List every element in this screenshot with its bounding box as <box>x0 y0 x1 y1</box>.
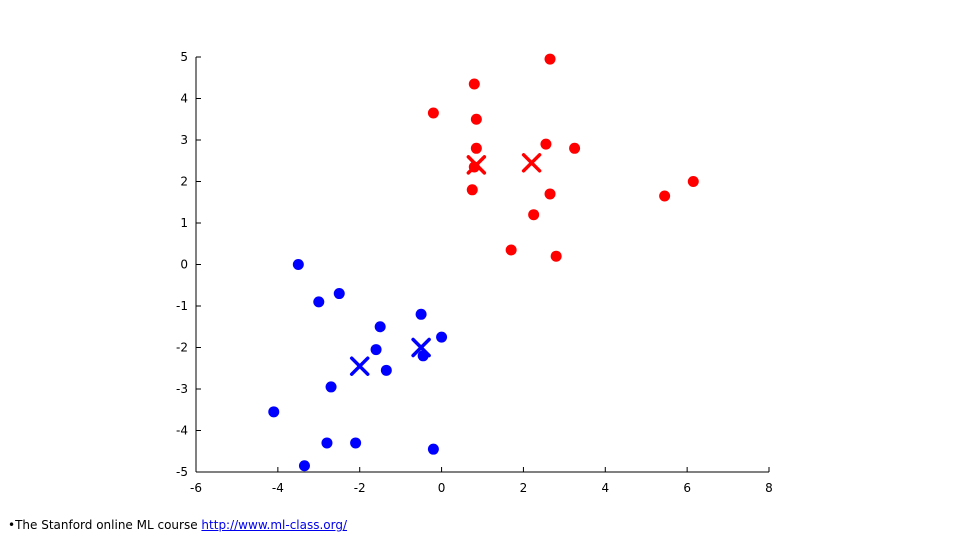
data-point <box>659 190 671 202</box>
x-tick-label: -2 <box>354 481 366 495</box>
data-point <box>268 406 280 418</box>
x-tick-label: -6 <box>190 481 202 495</box>
y-tick-label: 4 <box>180 92 188 106</box>
series-2 <box>466 153 542 175</box>
centroid-marker <box>466 155 487 175</box>
series-3 <box>349 337 431 376</box>
y-tick-label: -5 <box>176 465 188 479</box>
data-point <box>470 113 482 125</box>
data-point <box>505 244 517 256</box>
data-point <box>544 53 556 65</box>
data-point <box>292 259 304 270</box>
series-1 <box>268 259 448 472</box>
course-link[interactable]: http://www.ml-class.org/ <box>201 518 348 532</box>
x-tick-label: 4 <box>601 481 609 495</box>
y-tick-label: -3 <box>176 382 188 396</box>
footer-bullet: • <box>8 518 16 532</box>
axes <box>195 57 769 473</box>
data-point <box>569 142 581 154</box>
x-tick-label: 0 <box>438 481 446 495</box>
data-point <box>540 138 552 150</box>
footer-text: The Stanford online ML course <box>15 518 202 532</box>
data-point <box>370 344 382 356</box>
data-point <box>333 288 345 300</box>
x-tick-label: 6 <box>683 481 691 495</box>
y-tick-label: 0 <box>180 258 188 272</box>
centroid-marker <box>349 356 370 376</box>
x-tick-label: -4 <box>272 481 284 495</box>
y-tick-label: -1 <box>176 299 188 313</box>
data-point <box>374 321 386 333</box>
series-0 <box>427 53 699 262</box>
data-marks <box>268 53 699 472</box>
y-tick-label: 2 <box>180 175 188 189</box>
data-point <box>528 209 540 221</box>
x-tick-label: 8 <box>765 481 773 495</box>
data-point <box>466 184 478 196</box>
data-point <box>350 437 362 449</box>
data-point <box>325 381 337 393</box>
data-point <box>298 460 310 472</box>
tick-labels: -6 -4 -2 0 2 4 6 8 5 4 3 2 1 0 -1 -2 -3 -4 -5 <box>176 50 773 495</box>
y-tick-label: 3 <box>180 133 188 147</box>
data-point <box>470 142 482 154</box>
data-point <box>380 364 392 376</box>
data-point <box>468 78 480 90</box>
centroid-marker <box>521 153 542 173</box>
data-point <box>427 107 439 119</box>
data-point <box>427 443 439 455</box>
data-point <box>415 308 427 320</box>
data-point <box>544 188 556 200</box>
data-point <box>436 331 448 343</box>
y-tick-label: 1 <box>180 216 188 230</box>
data-point <box>321 437 333 449</box>
footer-note: •The Stanford online ML course http://ww… <box>8 518 347 532</box>
data-point <box>313 296 325 308</box>
data-point <box>550 250 562 262</box>
data-point <box>687 176 699 187</box>
x-tick-label: 2 <box>520 481 528 495</box>
y-tick-label: -4 <box>176 424 188 438</box>
y-tick-label: 5 <box>180 50 188 64</box>
centroid-marker <box>411 337 431 358</box>
y-tick-label: -2 <box>176 341 188 355</box>
